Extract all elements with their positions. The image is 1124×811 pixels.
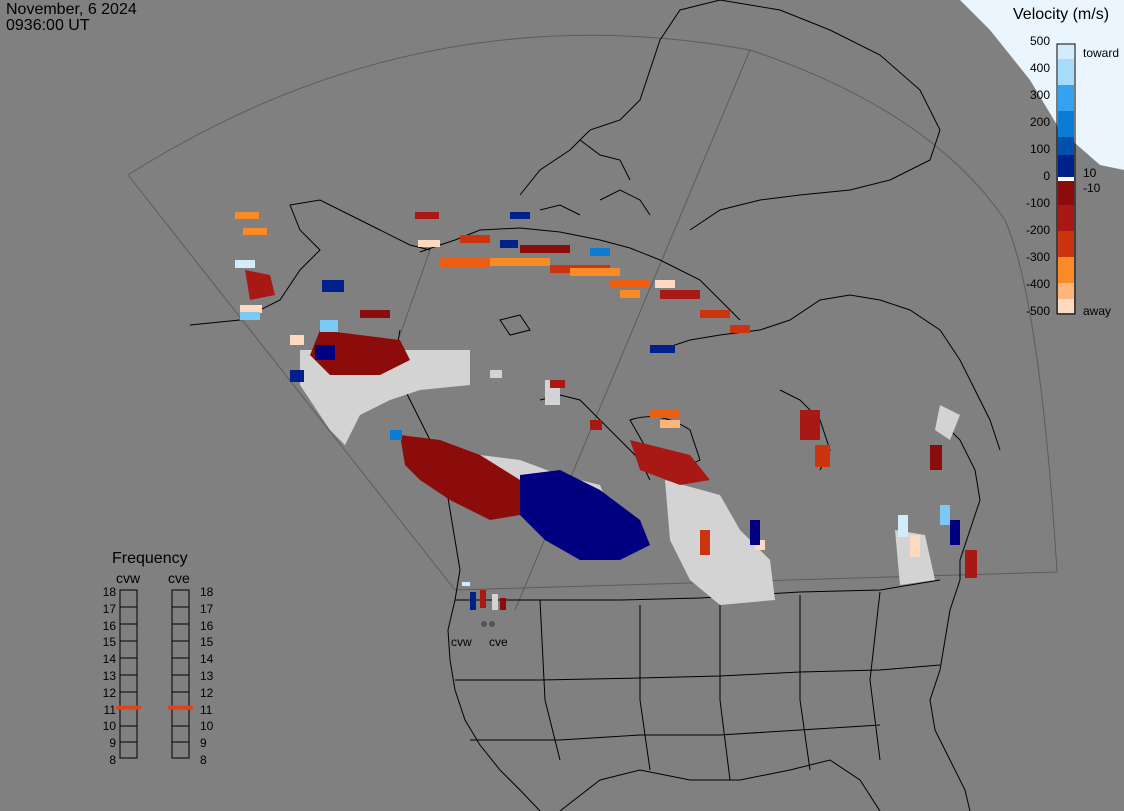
cve-site-icon [489, 621, 495, 627]
colorbar-tick: 100 [1029, 142, 1050, 156]
frequency-title: Frequency [112, 550, 188, 567]
frequency-tick: 13 [102, 669, 116, 683]
frequency-tick: 11 [200, 702, 213, 717]
colorbar-tick: 500 [1029, 34, 1050, 48]
colorbar-inner-tick: -10 [1083, 181, 1101, 195]
colorbar-inner-tick: 10 [1083, 166, 1097, 180]
frequency-bars [119, 589, 190, 759]
frequency-tick: 15 [200, 635, 214, 650]
frequency-tick: 12 [200, 685, 214, 700]
frequency-tick: 14 [102, 652, 116, 667]
frequency-tick: 18 [200, 585, 214, 599]
velocity-colorbar [1056, 43, 1076, 315]
colorbar-away-label: away [1083, 304, 1112, 318]
frequency-tick: 17 [200, 601, 214, 616]
colorbar-tick: -400 [1025, 277, 1050, 291]
daylight-region [960, 0, 1124, 170]
colorbar-tick: 0 [1043, 169, 1050, 183]
colorbar-title: Velocity (m/s) [1013, 6, 1110, 23]
frequency-tick: 9 [109, 736, 116, 751]
frequency-tick: 13 [200, 669, 214, 683]
local-scatter [462, 582, 506, 610]
cve-site-label: cve [489, 635, 508, 649]
cvw-site-label: cvw [451, 635, 472, 649]
colorbar-tick: 400 [1029, 61, 1050, 75]
colorbar-tick: -200 [1025, 223, 1050, 237]
scatter-away-strong [235, 212, 920, 557]
groundscatter [300, 350, 960, 605]
frequency-radar-label: cve [168, 570, 190, 586]
frequency-tick: 8 [109, 753, 116, 767]
coastlines [189, 0, 1001, 811]
colorbar-tick: -100 [1025, 196, 1050, 210]
cve-frequency-marker [168, 705, 193, 710]
cvw-site-icon [481, 621, 487, 627]
frequency-tick: 10 [200, 719, 214, 734]
scatter-toward [235, 212, 960, 560]
frequency-tick: 9 [200, 736, 207, 751]
colorbar-tick: 200 [1029, 115, 1050, 129]
frequency-tick: 8 [200, 753, 207, 767]
frequency-tick: 12 [102, 685, 116, 700]
frequency-tick: 17 [102, 601, 116, 616]
frequency-tick: 14 [200, 652, 214, 667]
frequency-radar-label: cvw [116, 570, 141, 586]
colorbar-tick: 300 [1029, 88, 1050, 102]
cvw-frequency-marker [116, 705, 141, 710]
time-label: 0936:00 UT [6, 17, 90, 34]
frequency-tick: 16 [102, 618, 116, 633]
date-label: November, 6 2024 [6, 1, 137, 18]
frequency-tick: 18 [102, 585, 116, 599]
colorbar-toward-label: toward [1083, 46, 1120, 60]
colorbar-tick: -300 [1025, 250, 1050, 264]
frequency-tick: 15 [102, 635, 116, 650]
frequency-tick: 11 [103, 702, 116, 717]
frequency-tick: 16 [200, 618, 214, 633]
frequency-tick: 10 [102, 719, 116, 734]
colorbar-tick: -500 [1025, 304, 1050, 318]
